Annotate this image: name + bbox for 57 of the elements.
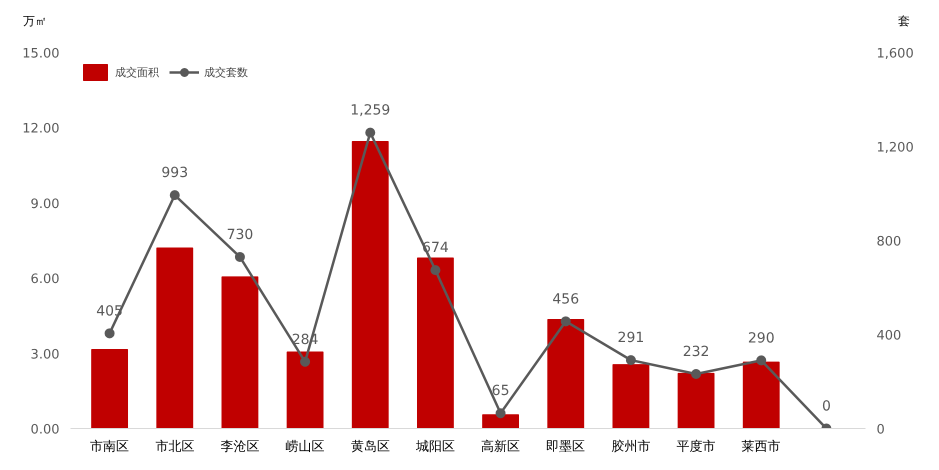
data-label: 456 [552, 291, 580, 308]
y-tick-label: 15.00 [22, 46, 60, 62]
y-tick-label: 12.00 [22, 122, 60, 137]
x-tick-label: 崂山区 [286, 440, 325, 454]
bar [742, 362, 780, 428]
bar [91, 349, 128, 428]
y2-axis-title: 套 [898, 13, 910, 30]
y-tick-label: 0.00 [30, 422, 60, 438]
y2-tick-label: 400 [876, 328, 902, 344]
point [104, 328, 115, 338]
y2-tick-label: 1,200 [876, 140, 914, 156]
data-label: 730 [226, 226, 254, 243]
legend-label: 成交套数 [204, 64, 248, 80]
point [691, 368, 702, 379]
x-tick-label: 即墨区 [546, 440, 586, 454]
y-axis-title: 万㎡ [23, 13, 47, 30]
y2-tick-label: 800 [876, 234, 902, 250]
data-label: 65 [492, 383, 510, 400]
x-tick-label: 高新区 [481, 438, 520, 454]
x-tick-label: 城阳区 [414, 440, 455, 454]
x-tick-label: 黄岛区 [350, 440, 390, 454]
bar [286, 352, 324, 428]
point [560, 316, 571, 326]
y-tick-label: 3.00 [30, 347, 60, 362]
bar [417, 258, 454, 428]
point [234, 252, 245, 262]
data-label: 290 [748, 330, 775, 346]
y2-tick-label: 1,600 [876, 46, 914, 62]
x-tick-label: 市南区 [90, 440, 130, 454]
x-tick-label: 市北区 [155, 440, 194, 454]
data-label: 0 [822, 398, 831, 414]
y2-tick-label: 0 [876, 422, 885, 438]
data-label: 993 [161, 165, 188, 182]
bar [678, 372, 714, 428]
x-tick-label: 平度市 [676, 438, 716, 454]
x-tick-label: 胶州市 [611, 440, 650, 454]
x-tick-label: 李沧区 [220, 440, 260, 454]
point [626, 355, 636, 366]
bar [156, 248, 194, 428]
bar [222, 276, 258, 428]
data-label: 232 [682, 344, 710, 360]
y-tick-label: 9.00 [30, 196, 60, 212]
bar [547, 318, 584, 428]
y-tick-label: 6.00 [30, 272, 60, 288]
bar [482, 414, 519, 428]
point [300, 356, 310, 367]
legend-label: 成交面积 [115, 64, 159, 80]
data-label: 291 [618, 330, 644, 346]
data-label: 1,259 [350, 102, 390, 119]
point [170, 190, 180, 200]
bar [352, 140, 389, 428]
x-tick-label: 莱西市 [742, 440, 781, 454]
point [365, 128, 376, 138]
point [756, 355, 766, 366]
point [496, 408, 506, 418]
bar [612, 364, 650, 428]
point [430, 265, 440, 276]
